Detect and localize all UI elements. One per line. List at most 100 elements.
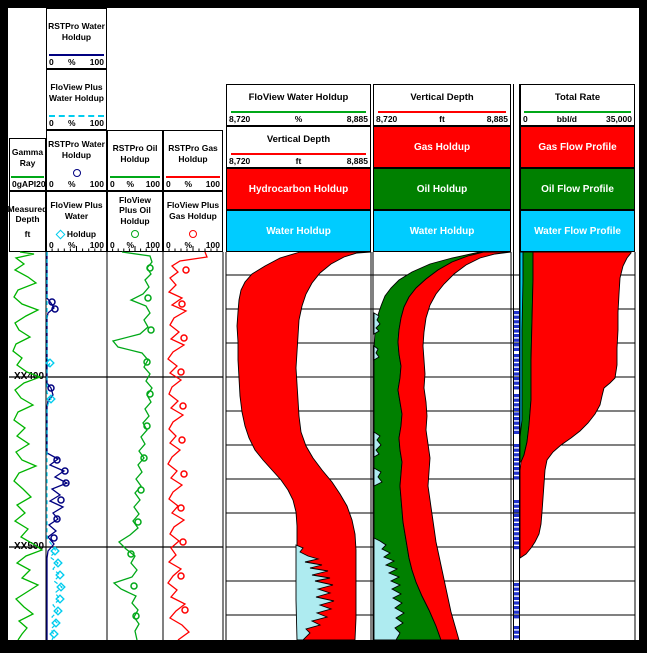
- green-line-legend: [524, 111, 631, 113]
- scale-min: 8,720: [229, 156, 251, 166]
- box-title: RSTPro Gas Holdup: [168, 143, 218, 164]
- depth-label-xx500: XX500: [13, 541, 45, 552]
- cyan-diamond-marker-icon: [55, 229, 66, 239]
- scale-min: 0: [166, 240, 171, 250]
- scale-row: 0% 100: [164, 240, 222, 251]
- cyan-dashed-line-legend: [48, 115, 105, 117]
- scale-row: 0% 100: [47, 57, 106, 68]
- scale-max: 100: [145, 179, 160, 189]
- scale-row: 0 bbl/d 35,000: [521, 114, 634, 125]
- scale-max: 100: [89, 118, 104, 128]
- header-rstpro-water-holdup-points: RSTPro Water Holdup 0% 100: [46, 130, 107, 191]
- green-line-legend: [231, 111, 366, 113]
- header-total-rate-scale: Total Rate 0 bbl/d 35,000: [520, 84, 635, 126]
- legend-hydrocarbon-holdup: Hydrocarbon Holdup: [226, 168, 371, 210]
- scale-row: 0% 100: [47, 240, 106, 251]
- header-floview-plus-oil-holdup-points: FloView Plus Oil Holdup 0% 100: [107, 191, 163, 252]
- scale-unit: %: [67, 240, 76, 250]
- box-title: FloView Water Holdup: [248, 92, 349, 104]
- legend-gas-holdup: Gas Holdup: [373, 126, 511, 168]
- green-line-legend: [109, 176, 161, 178]
- header-floview-plus-water-holdup-line: FloView Plus Water Holdup 0% 100: [46, 69, 107, 130]
- box-title: FloView Plus Gas Holdup: [166, 200, 220, 221]
- scale-unit: %: [67, 179, 76, 189]
- header-floview-plus-gas-holdup-points: FloView Plus Gas Holdup 0% 100: [163, 191, 223, 252]
- log-sheet: Gamma Ray 0 gAPI 200 Measured Depth ft RST…: [8, 8, 639, 640]
- scale-min: 8,720: [229, 114, 251, 124]
- scale-unit: ft: [439, 114, 445, 124]
- scale-unit: gAPI: [16, 179, 37, 189]
- red-line-legend: [165, 176, 221, 178]
- scale-unit: %: [67, 57, 76, 67]
- box-title: Vertical Depth: [410, 92, 474, 104]
- scale-max: 100: [89, 240, 104, 250]
- scale-max: 35,000: [605, 114, 632, 124]
- scale-max: 8,885: [486, 114, 508, 124]
- header-gamma-ray: Gamma Ray 0 gAPI 200: [9, 138, 50, 191]
- gamma-ray-scale: 0 gAPI 200: [10, 179, 50, 190]
- header-floview-water-holdup-scale: FloView Water Holdup 8,720% 8,885: [226, 84, 371, 126]
- legend-gas-flow-profile: Gas Flow Profile: [520, 126, 635, 168]
- legend-water-flow-profile: Water Flow Profile: [520, 210, 635, 252]
- scale-min: 0: [523, 114, 528, 124]
- box-title: FloView Plus Oil Holdup: [119, 195, 151, 226]
- red-line-legend: [231, 153, 366, 155]
- scale-row: 0% 100: [47, 179, 106, 190]
- scale-min: 0: [110, 240, 115, 250]
- scale-max: 100: [145, 240, 160, 250]
- header-vertical-depth-scale-t5: Vertical Depth 8,720 ft 8,885: [226, 126, 371, 168]
- header-floview-plus-water-holdup-points: FloView Plus Water Holdup 0% 100: [46, 191, 107, 252]
- scale-max: 100: [205, 179, 220, 189]
- scale-min: 0: [49, 118, 54, 128]
- header-measured-depth: Measured Depth ft: [7, 191, 48, 252]
- box-title: FloView Plus Water Holdup: [49, 82, 104, 103]
- scale-min: 0: [110, 179, 115, 189]
- legend-water-holdup-t5: Water Holdup: [226, 210, 371, 252]
- box-title: RSTPro Water Holdup: [48, 21, 105, 42]
- scale-min: 0: [12, 179, 17, 189]
- scale-max: 8,885: [346, 114, 368, 124]
- scale-unit: bbl/d: [556, 114, 578, 124]
- box-title: RSTPro Water Holdup: [48, 139, 105, 160]
- scale-max: 200: [36, 179, 51, 189]
- scale-min: 8,720: [376, 114, 398, 124]
- green-circle-marker-icon: [131, 230, 139, 238]
- scale-max: 8,885: [346, 156, 368, 166]
- scale-unit: %: [126, 240, 135, 250]
- scale-unit: %: [184, 179, 193, 189]
- box-title: Vertical Depth: [266, 134, 331, 146]
- legend-oil-flow-profile: Oil Flow Profile: [520, 168, 635, 210]
- scale-max: 100: [89, 57, 104, 67]
- header-rstpro-water-holdup-line: RSTPro Water Holdup 0% 100: [46, 8, 107, 69]
- scale-unit: %: [67, 118, 76, 128]
- navy-circle-marker-icon: [72, 169, 81, 177]
- box-title: Total Rate: [554, 92, 601, 104]
- scale-row: 0% 100: [108, 240, 162, 251]
- red-line-legend: [378, 111, 506, 113]
- legend-water-holdup-t6: Water Holdup: [373, 210, 511, 252]
- gamma-ray-title: Gamma Ray: [11, 147, 44, 168]
- scale-unit: %: [184, 240, 193, 250]
- scale-row: 8,720 ft 8,885: [227, 156, 370, 167]
- box-title: RSTPro Oil Holdup: [112, 143, 158, 164]
- scale-unit: %: [294, 114, 303, 124]
- legend-oil-holdup: Oil Holdup: [373, 168, 511, 210]
- scale-max: 100: [205, 240, 220, 250]
- measured-depth-title: Measured Depth: [7, 204, 48, 225]
- red-circle-marker-icon: [189, 230, 197, 238]
- scale-min: 0: [49, 57, 54, 67]
- header-rstpro-oil-holdup-line: RSTPro Oil Holdup 0% 100: [107, 130, 163, 191]
- scale-row: 0% 100: [47, 118, 106, 129]
- header-rstpro-gas-holdup-line: RSTPro Gas Holdup 0% 100: [163, 130, 223, 191]
- marker-row: Holdup: [47, 229, 106, 239]
- navy-line-legend: [48, 54, 105, 56]
- scale-min: 0: [49, 240, 54, 250]
- depth-label-xx400: XX400: [13, 371, 45, 382]
- scale-min: 0: [166, 179, 171, 189]
- scale-row: 0% 100: [108, 179, 162, 190]
- scale-row: 8,720% 8,885: [227, 114, 370, 125]
- box-title-2: Holdup: [66, 229, 97, 239]
- scale-row: 8,720 ft 8,885: [374, 114, 510, 125]
- scale-max: 100: [89, 179, 104, 189]
